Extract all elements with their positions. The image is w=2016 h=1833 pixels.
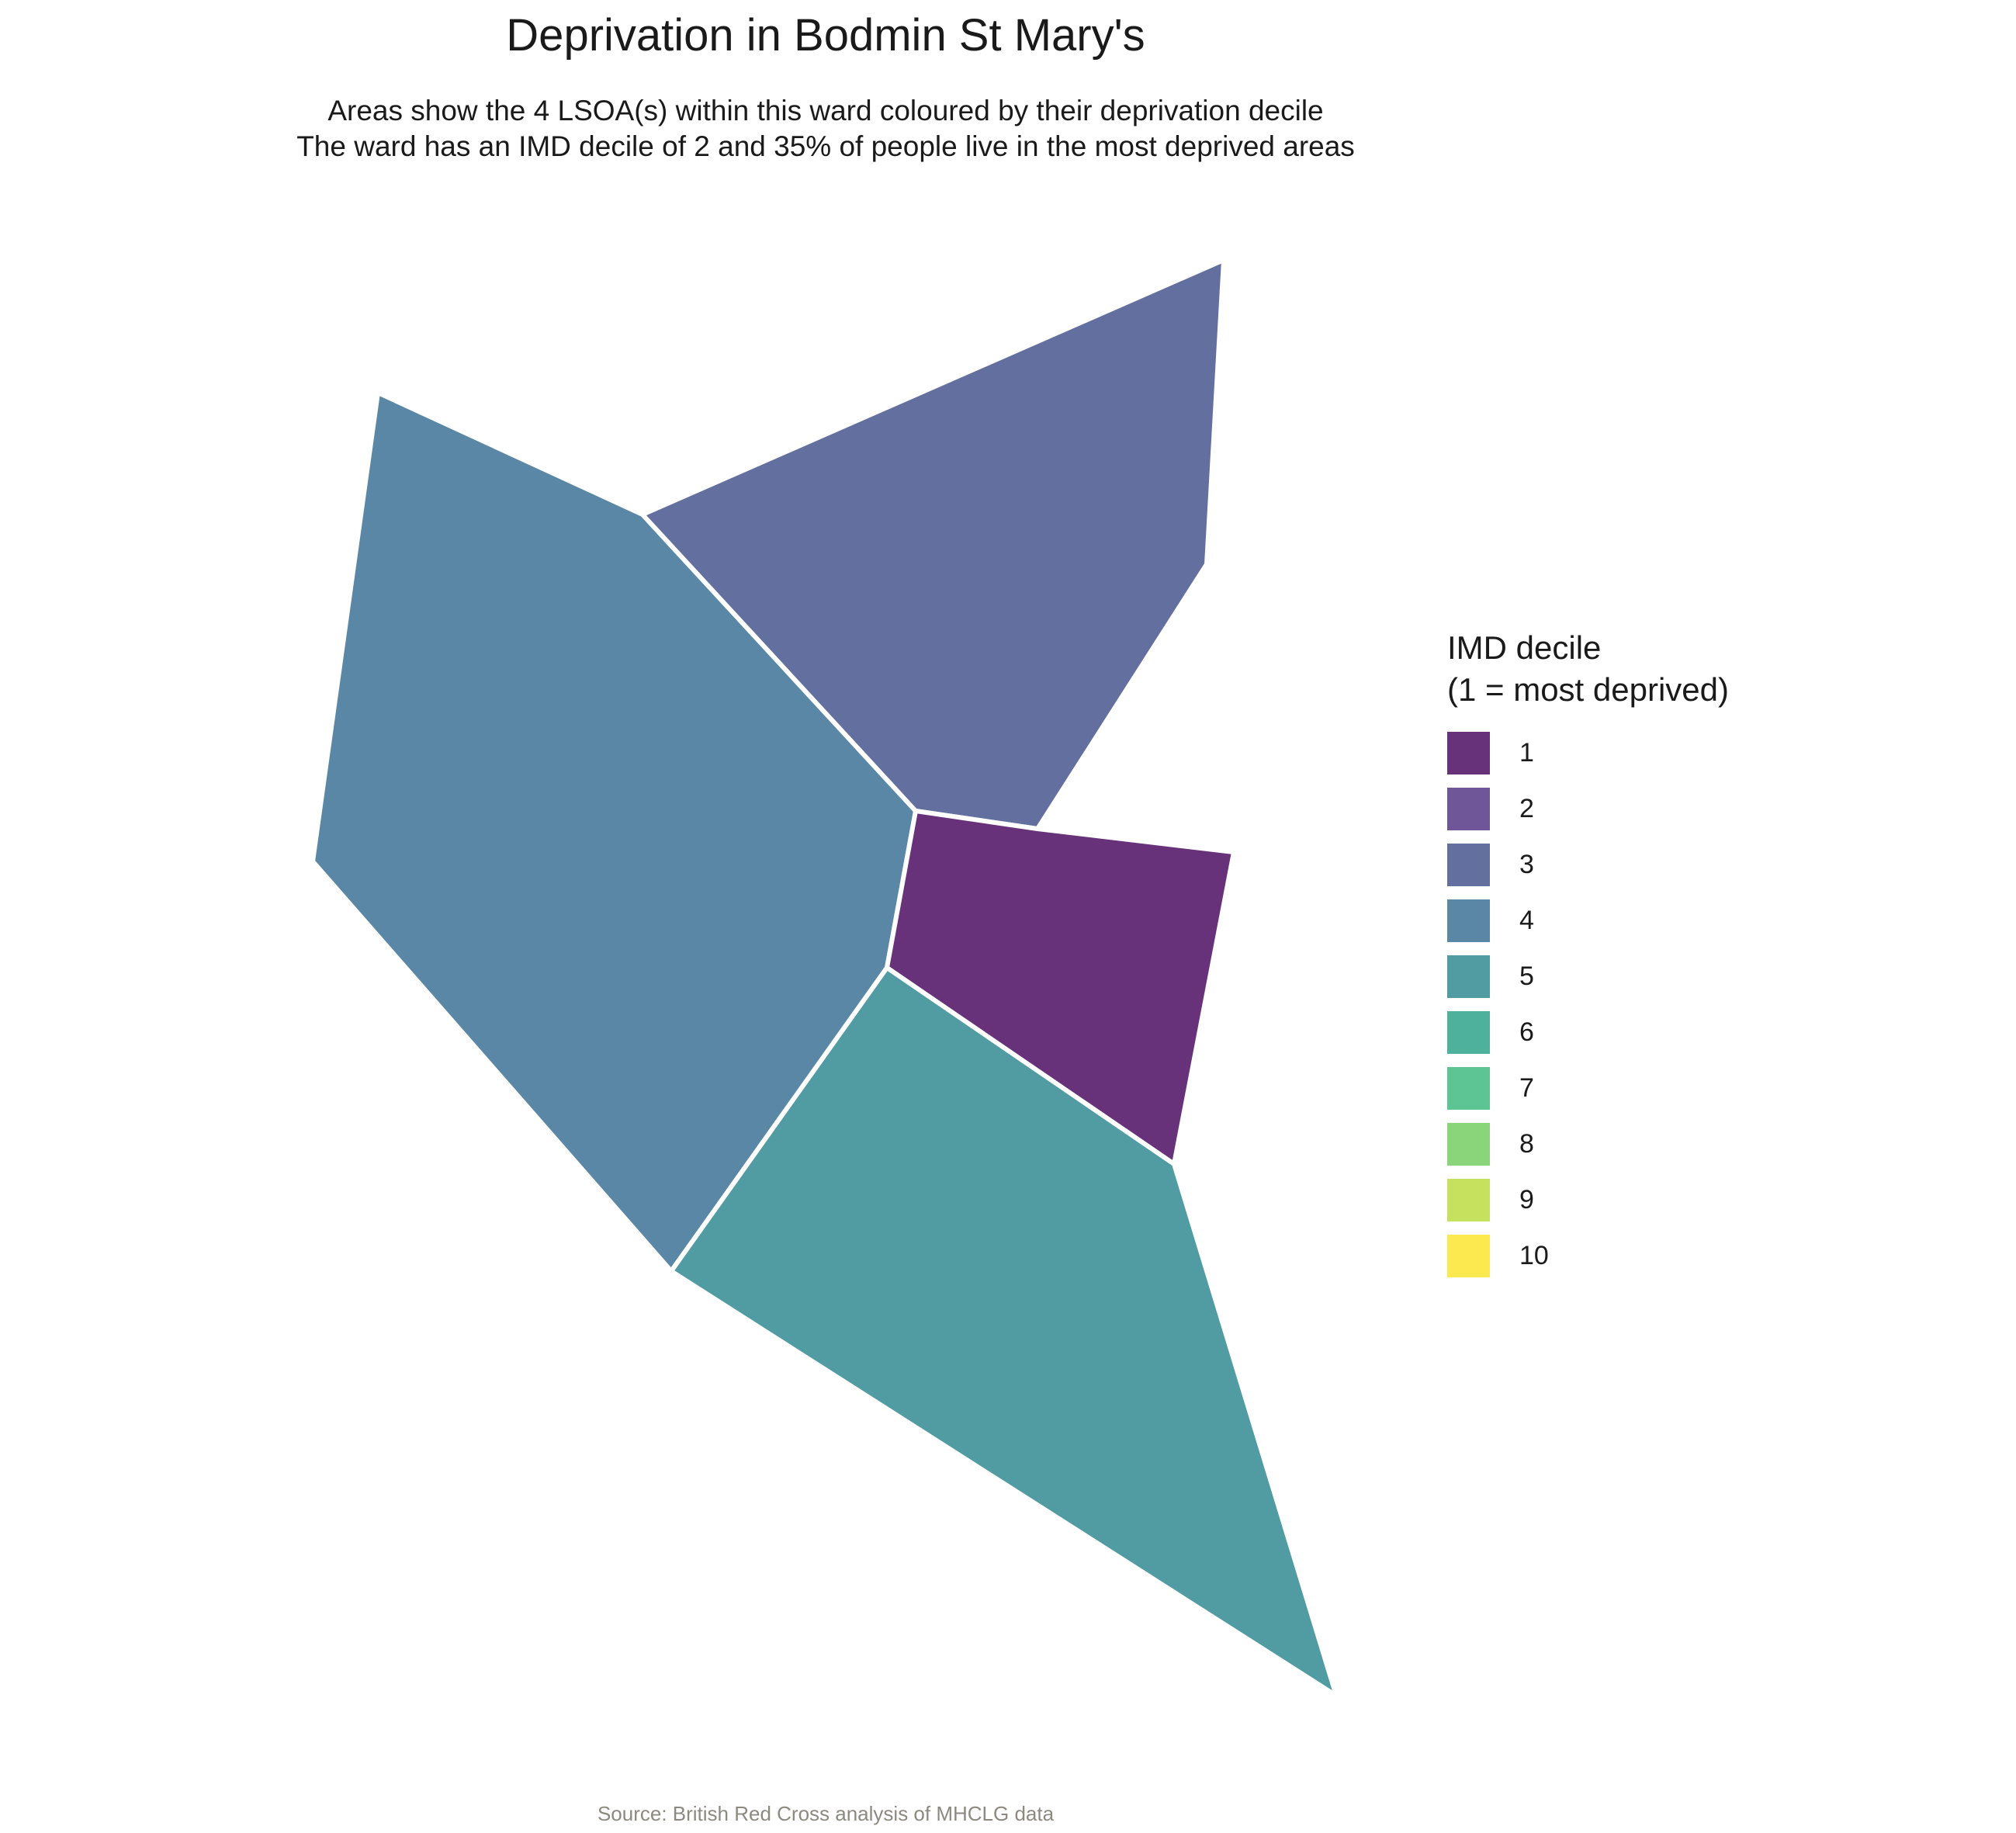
lsoa-area-north	[640, 258, 1226, 831]
legend-swatch-1	[1447, 731, 1490, 774]
legend-swatch-2	[1447, 787, 1490, 830]
legend-item-1: 1	[1447, 725, 1729, 781]
legend-label-10: 10	[1519, 1240, 1549, 1270]
legend-item-5: 5	[1447, 948, 1729, 1004]
legend-swatch-6	[1447, 1010, 1490, 1054]
subtitle-line-2: The ward has an IMD decile of 2 and 35% …	[296, 130, 1355, 162]
legend-swatch-5	[1447, 955, 1490, 998]
legend-title-line-1: IMD decile	[1447, 629, 1602, 666]
legend-title-line-2: (1 = most deprived)	[1447, 671, 1729, 708]
legend-title: IMD decile (1 = most deprived)	[1447, 627, 1729, 711]
legend-label-2: 2	[1519, 793, 1534, 823]
legend-item-4: 4	[1447, 892, 1729, 948]
legend-swatch-7	[1447, 1066, 1490, 1110]
lsoa-area-central-east	[885, 809, 1236, 1166]
subtitle-line-1: Areas show the 4 LSOA(s) within this war…	[327, 95, 1324, 126]
legend-swatch-4	[1447, 899, 1490, 942]
legend-label-9: 9	[1519, 1184, 1534, 1214]
source-caption: Source: British Red Cross analysis of MH…	[597, 1802, 1055, 1825]
legend-item-7: 7	[1447, 1060, 1729, 1116]
legend-label-6: 6	[1519, 1017, 1534, 1047]
legend-item-9: 9	[1447, 1172, 1729, 1228]
legend-label-4: 4	[1519, 905, 1534, 935]
map-title: Deprivation in Bodmin St Mary's	[506, 10, 1145, 61]
legend-label-1: 1	[1519, 737, 1534, 768]
legend-swatch-10	[1447, 1234, 1490, 1277]
lsoa-area-south	[669, 965, 1339, 1698]
legend-swatch-3	[1447, 843, 1490, 886]
legend-swatch-8	[1447, 1122, 1490, 1166]
legend-item-8: 8	[1447, 1116, 1729, 1172]
legend-item-2: 2	[1447, 781, 1729, 837]
legend-item-3: 3	[1447, 837, 1729, 892]
legend-swatch-9	[1447, 1178, 1490, 1221]
legend-item-10: 10	[1447, 1228, 1729, 1284]
legend-items: 1 2 3 4 5 6 7 8 9 10	[1447, 725, 1729, 1284]
legend: IMD decile (1 = most deprived) 1 2 3 4 5 6 7 8 9…	[1447, 627, 1729, 1284]
legend-label-8: 8	[1519, 1128, 1534, 1159]
legend-item-6: 6	[1447, 1004, 1729, 1060]
legend-label-7: 7	[1519, 1072, 1534, 1103]
legend-label-3: 3	[1519, 849, 1534, 879]
legend-label-5: 5	[1519, 961, 1534, 991]
